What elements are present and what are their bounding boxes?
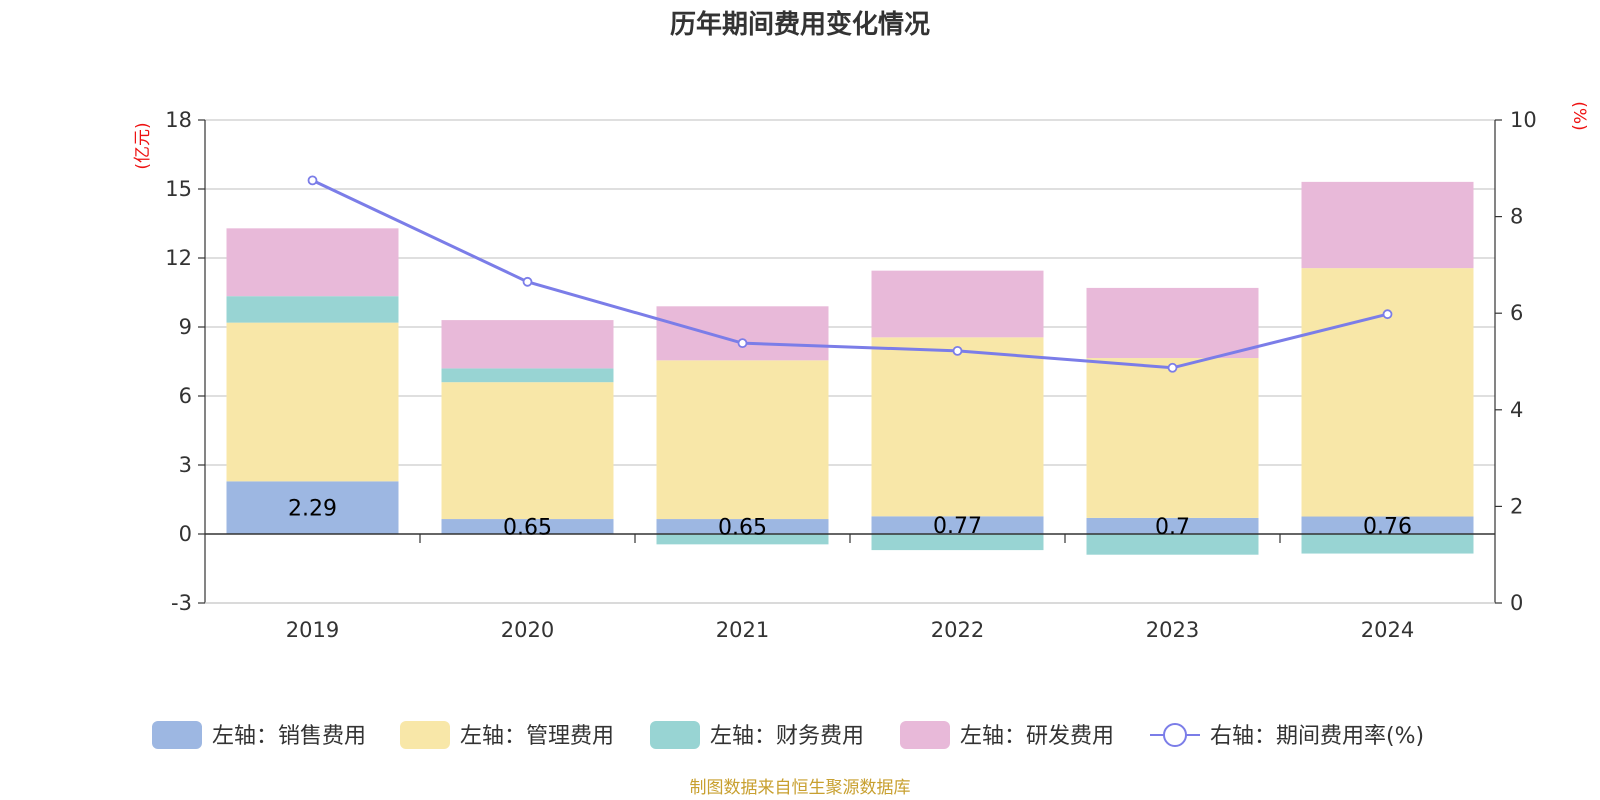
right-tick-label: 0 xyxy=(1510,591,1523,615)
data-label: 0.65 xyxy=(718,516,767,541)
bar-1-2020 xyxy=(441,382,614,520)
bar-3-2022 xyxy=(871,270,1044,338)
rate-point xyxy=(1382,309,1393,320)
left-tick-label: 18 xyxy=(165,108,192,132)
bar-2-2019 xyxy=(226,296,399,323)
bar-1-2023 xyxy=(1086,358,1259,518)
legend-label: 左轴：研发费用 xyxy=(960,724,1114,749)
bar-0-2022 xyxy=(871,516,1044,534)
bar-0-2023 xyxy=(1086,517,1259,534)
legend-swatch xyxy=(650,721,700,749)
right-axis-unit: (%) xyxy=(1569,101,1589,130)
right-tick-label: 4 xyxy=(1510,398,1523,422)
legend-label: 右轴：期间费用率(%) xyxy=(1210,724,1424,749)
legend-swatch xyxy=(152,721,202,749)
bars xyxy=(226,181,1474,555)
legend: 左轴：销售费用 左轴：管理费用 左轴：财务费用 左轴：研发费用 右轴：期间费用率(%) xyxy=(152,721,1424,749)
gridlines xyxy=(205,119,1495,604)
bar-2-2021 xyxy=(656,534,829,545)
bar-2-2022 xyxy=(871,534,1044,551)
rate-line-path xyxy=(311,179,1388,370)
left-tick-label: 15 xyxy=(165,177,192,201)
right-tick-label: 6 xyxy=(1510,301,1523,325)
category-label: 2021 xyxy=(716,618,769,642)
data-label: 0.77 xyxy=(933,514,982,539)
data-label: 0.76 xyxy=(1363,514,1412,539)
source-note: 制图数据来自恒生聚源数据库 xyxy=(690,778,911,798)
bar-1-2021 xyxy=(656,360,829,520)
bar-0-2024 xyxy=(1301,516,1474,534)
left-tick-label: 9 xyxy=(179,315,192,339)
legend-label: 左轴：财务费用 xyxy=(710,724,864,749)
legend-swatch xyxy=(900,721,950,749)
rate-point xyxy=(952,345,963,356)
bar-0-2019 xyxy=(226,481,399,534)
bar-1-2024 xyxy=(1301,268,1474,517)
right-tick-label: 10 xyxy=(1510,108,1537,132)
left-tick-label: -3 xyxy=(171,591,192,615)
left-tick-label: 0 xyxy=(179,522,192,546)
bar-2-2023 xyxy=(1086,534,1259,555)
bar-2-2020 xyxy=(441,368,614,383)
left-axis-unit: (亿元) xyxy=(133,122,153,169)
right-tick-label: 8 xyxy=(1510,205,1523,229)
rate-line xyxy=(307,175,1393,373)
bar-3-2020 xyxy=(441,320,614,369)
data-label: 2.29 xyxy=(288,497,337,522)
bar-1-2019 xyxy=(226,322,399,482)
left-tick-label: 6 xyxy=(179,384,192,408)
bar-3-2019 xyxy=(226,228,399,297)
legend-label: 左轴：销售费用 xyxy=(212,724,366,749)
legend-marker xyxy=(1163,723,1187,747)
data-label: 0.65 xyxy=(503,516,552,541)
legend-swatch xyxy=(400,721,450,749)
left-tick-label: 3 xyxy=(179,453,192,477)
rate-point xyxy=(522,276,533,287)
category-label: 2020 xyxy=(501,618,554,642)
bar-3-2023 xyxy=(1086,287,1259,359)
rate-point xyxy=(307,175,318,186)
rate-point xyxy=(1167,362,1178,373)
category-label: 2022 xyxy=(931,618,984,642)
chart-title: 历年期间费用变化情况 xyxy=(670,9,930,40)
bar-1-2022 xyxy=(871,337,1044,517)
bar-3-2024 xyxy=(1301,181,1474,269)
bar-3-2021 xyxy=(656,306,829,361)
bar-labels: 2.29 0.65 0.65 0.77 0.7 0.76 xyxy=(288,497,1412,541)
data-label: 0.7 xyxy=(1155,515,1190,540)
rate-point xyxy=(737,338,748,349)
category-label: 2019 xyxy=(286,618,339,642)
axes: -3 0 3 6 9 12 15 18 0 2 4 6 8 10 2019 2020 2021 2022 2023 2… xyxy=(165,108,1536,642)
category-label: 2024 xyxy=(1361,618,1414,642)
right-tick-label: 2 xyxy=(1510,494,1523,518)
bar-2-2024 xyxy=(1301,534,1474,554)
left-tick-label: 12 xyxy=(165,246,192,270)
category-label: 2023 xyxy=(1146,618,1199,642)
bar-0-2020 xyxy=(441,519,614,534)
bar-0-2021 xyxy=(656,519,829,534)
legend-label: 左轴：管理费用 xyxy=(460,724,614,749)
